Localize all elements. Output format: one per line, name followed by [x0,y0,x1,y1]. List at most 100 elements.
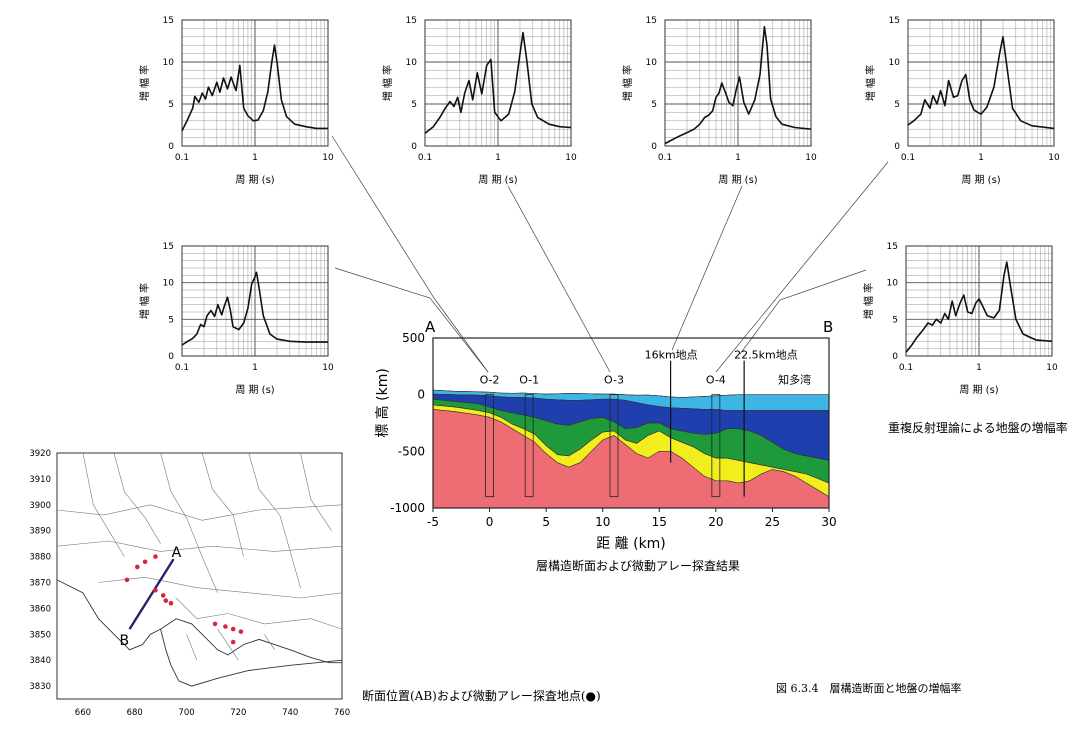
array-site-column [609,394,619,498]
section-point-label: 22.5km地点 [734,348,798,361]
amplification-curve [905,261,1053,353]
amplification-plot: 0 5 10 15 0.1 1 10 周 期 (s) 増 幅 率 [138,16,334,186]
y-tick-label: -500 [398,444,425,458]
layer-boundary [432,404,830,484]
connector-line [739,269,867,355]
x-tick-label: 1 [495,153,501,163]
y-axis-label: 増 幅 率 [621,65,634,101]
amplification-caption: 重複反射理論による地盤の増幅率 [888,420,1068,435]
y-axis-label: 増 幅 率 [138,283,151,319]
y-tick-label: 10 [163,58,175,68]
amplification-curve [181,44,328,132]
coastline [56,579,342,664]
map-x-tick-label: 740 [282,708,298,718]
map-x-tick-label: 720 [230,708,246,718]
municipal-boundary [186,634,198,661]
y-tick-label: -1000 [390,501,425,515]
layer-boundary [432,398,830,461]
site-label: O-2 [480,373,500,386]
y-tick-label: 10 [889,58,901,68]
section-frame [432,337,830,509]
y-tick-label: 0 [168,352,174,362]
y-tick-label: 10 [887,279,899,289]
map-x-tick-label: 680 [127,708,143,718]
connector-line [671,185,743,351]
map-y-tick-label: 3850 [29,630,51,640]
survey-point [230,626,236,632]
x-axis-label: 周 期 (s) [718,174,757,186]
y-tick-label: 15 [889,16,900,26]
map-y-tick-label: 3860 [29,604,51,614]
x-tick-label: 30 [821,515,836,529]
x-tick-label: 10 [322,363,334,373]
y-tick-label: 15 [887,242,898,252]
survey-point [230,639,236,645]
survey-point [153,554,158,559]
site-label: O-3 [604,373,624,386]
municipal-boundary [82,452,125,557]
x-tick-label: 0.1 [175,363,189,373]
map-y-tick-label: 3870 [29,578,51,588]
y-tick-label: 15 [406,16,417,26]
survey-point [135,564,140,570]
x-tick-label: 10 [805,153,817,163]
map-label-a: A [172,545,182,561]
y-tick-label: 0 [651,142,657,152]
amplification-plot: 0 5 10 15 0.1 1 10 周 期 (s) 増 幅 率 [381,16,577,186]
figure-caption: 図 6.3.4 層構造断面と地盤の増幅率 [776,681,961,695]
x-tick-label: 10 [565,153,577,163]
map-x-tick-label: 760 [334,708,350,718]
plot-frame [664,19,812,147]
section-point-label: 16km地点 [645,348,698,361]
x-tick-label: 25 [765,515,780,529]
map-y-tick-label: 3920 [29,449,51,459]
x-tick-label: 1 [976,363,982,373]
x-axis-label: 距 離 (km) [596,535,666,552]
y-tick-label: 5 [168,315,174,325]
y-axis-label: 増 幅 率 [381,65,394,101]
survey-point [153,587,158,593]
map-y-tick-label: 3900 [29,501,51,511]
municipal-boundary [175,597,343,630]
municipal-boundary [56,540,343,552]
survey-point [163,598,169,603]
map-label-b: B [120,633,130,649]
survey-point [212,621,218,627]
site-label: O-1 [519,373,539,386]
municipal-boundary [56,504,343,521]
municipal-boundary [300,452,332,531]
x-tick-label: 0.1 [418,153,432,163]
amplification-curve [424,31,572,135]
basement-layer [433,409,829,508]
y-tick-label: 15 [646,16,657,26]
map-y-tick-label: 3880 [29,553,51,563]
amplification-curve [907,36,1055,130]
x-tick-label: -5 [427,515,439,529]
x-tick-label: 10 [322,153,334,163]
section-end-a: A [425,318,436,336]
x-tick-label: 1 [252,363,258,373]
survey-point [160,593,166,598]
y-tick-label: 5 [168,100,174,110]
x-tick-label: 1 [978,153,984,163]
y-tick-label: 0 [894,142,900,152]
x-tick-label: 10 [595,515,610,529]
map-x-tick-label: 700 [178,708,194,718]
layer-boundary [432,393,829,411]
municipal-boundary [201,452,244,557]
plot-frame [907,19,1055,147]
connector-lines [331,135,889,373]
municipal-boundary [264,634,275,650]
section-end-b: B [823,318,833,336]
y-tick-label: 15 [163,16,174,26]
x-tick-label: 10 [1048,153,1060,163]
y-axis-label: 標 高 (km) [374,368,391,438]
array-site-column [524,394,534,498]
plot-frame [181,19,329,147]
y-tick-label: 5 [894,100,900,110]
layer-boundary [432,389,829,398]
map-y-tick-label: 3910 [29,475,51,485]
y-tick-label: 0 [417,388,425,402]
